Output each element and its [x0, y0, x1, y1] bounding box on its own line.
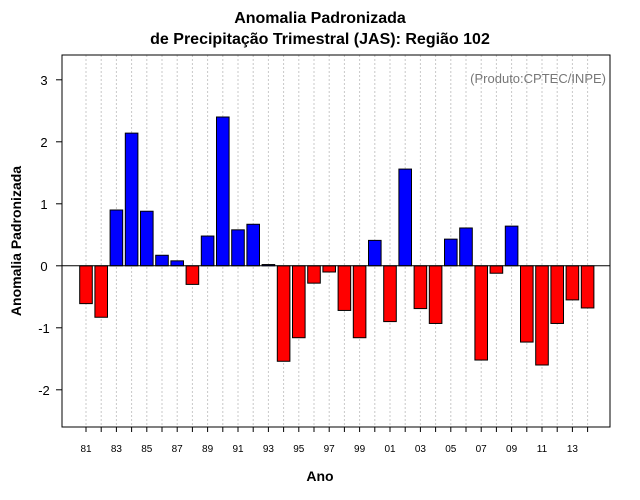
source-annotation: (Produto:CPTEC/INPE) [470, 71, 606, 86]
y-tick-label: -2 [38, 383, 50, 398]
x-axis-label: Ano [306, 468, 334, 484]
bar-2004 [428, 265, 443, 324]
x-tick-label: 93 [263, 444, 275, 455]
x-tick-label: 01 [384, 444, 396, 455]
y-tick-label: 2 [40, 135, 47, 150]
y-tick-label: 0 [40, 259, 47, 274]
bar-1988 [185, 265, 200, 285]
bar-2014 [580, 265, 595, 309]
bar-1991 [231, 229, 245, 267]
chart-title: Anomalia Padronizada [234, 10, 406, 27]
x-tick-label: 85 [141, 444, 153, 455]
x-tick-label: 09 [506, 444, 518, 455]
bar-1994 [276, 265, 291, 362]
y-tick-label: -1 [38, 321, 50, 336]
bar-1992 [246, 223, 260, 267]
bar-2009 [504, 225, 519, 267]
bar-2001 [383, 265, 397, 323]
bar-2000 [368, 239, 382, 267]
x-tick-label: 03 [415, 444, 427, 455]
bar-2012 [550, 265, 565, 324]
bar-2003 [413, 265, 428, 310]
bar-2010 [520, 265, 534, 343]
bar-1981 [79, 265, 93, 305]
x-tick-label: 07 [476, 444, 488, 455]
x-tick-label: 91 [232, 444, 244, 455]
y-axis-label: Anomalia Padronizada [8, 165, 24, 317]
x-tick-label: 81 [80, 444, 92, 455]
x-tick-label: 11 [537, 444, 548, 455]
bar-2011 [535, 265, 549, 366]
bar-1987 [170, 260, 184, 267]
bar-2007 [474, 265, 488, 361]
bar-2005 [444, 238, 458, 267]
bar-1983 [109, 209, 124, 267]
bar-2006 [459, 227, 473, 267]
x-tick-label: 95 [293, 444, 305, 455]
bar-2002 [398, 168, 412, 267]
y-tick-label: 3 [40, 73, 47, 88]
bar-1998 [337, 265, 352, 311]
bar-1982 [94, 265, 109, 318]
y-tick-label: 1 [40, 197, 47, 212]
plot-frame [61, 54, 611, 428]
bar-1999 [352, 265, 367, 339]
bar-1985 [140, 210, 154, 267]
x-tick-label: 05 [445, 444, 457, 455]
x-tick-label: 89 [202, 444, 214, 455]
x-tick-label: 99 [354, 444, 366, 455]
bar-1989 [200, 235, 215, 267]
bar-1986 [155, 254, 169, 267]
x-tick-label: 87 [172, 444, 184, 455]
x-tick-label: 13 [567, 444, 579, 455]
bar-1997 [322, 265, 336, 273]
bar-1990 [216, 116, 230, 267]
chart-subtitle: de Precipitação Trimestral (JAS): Região… [150, 31, 490, 48]
bar-2013 [565, 265, 580, 301]
bar-1984 [124, 132, 139, 267]
x-tick-label: 97 [324, 444, 336, 455]
x-tick-label: 83 [111, 444, 123, 455]
bar-1995 [292, 265, 306, 339]
bar-1996 [307, 265, 321, 284]
bar-2008 [489, 265, 504, 274]
